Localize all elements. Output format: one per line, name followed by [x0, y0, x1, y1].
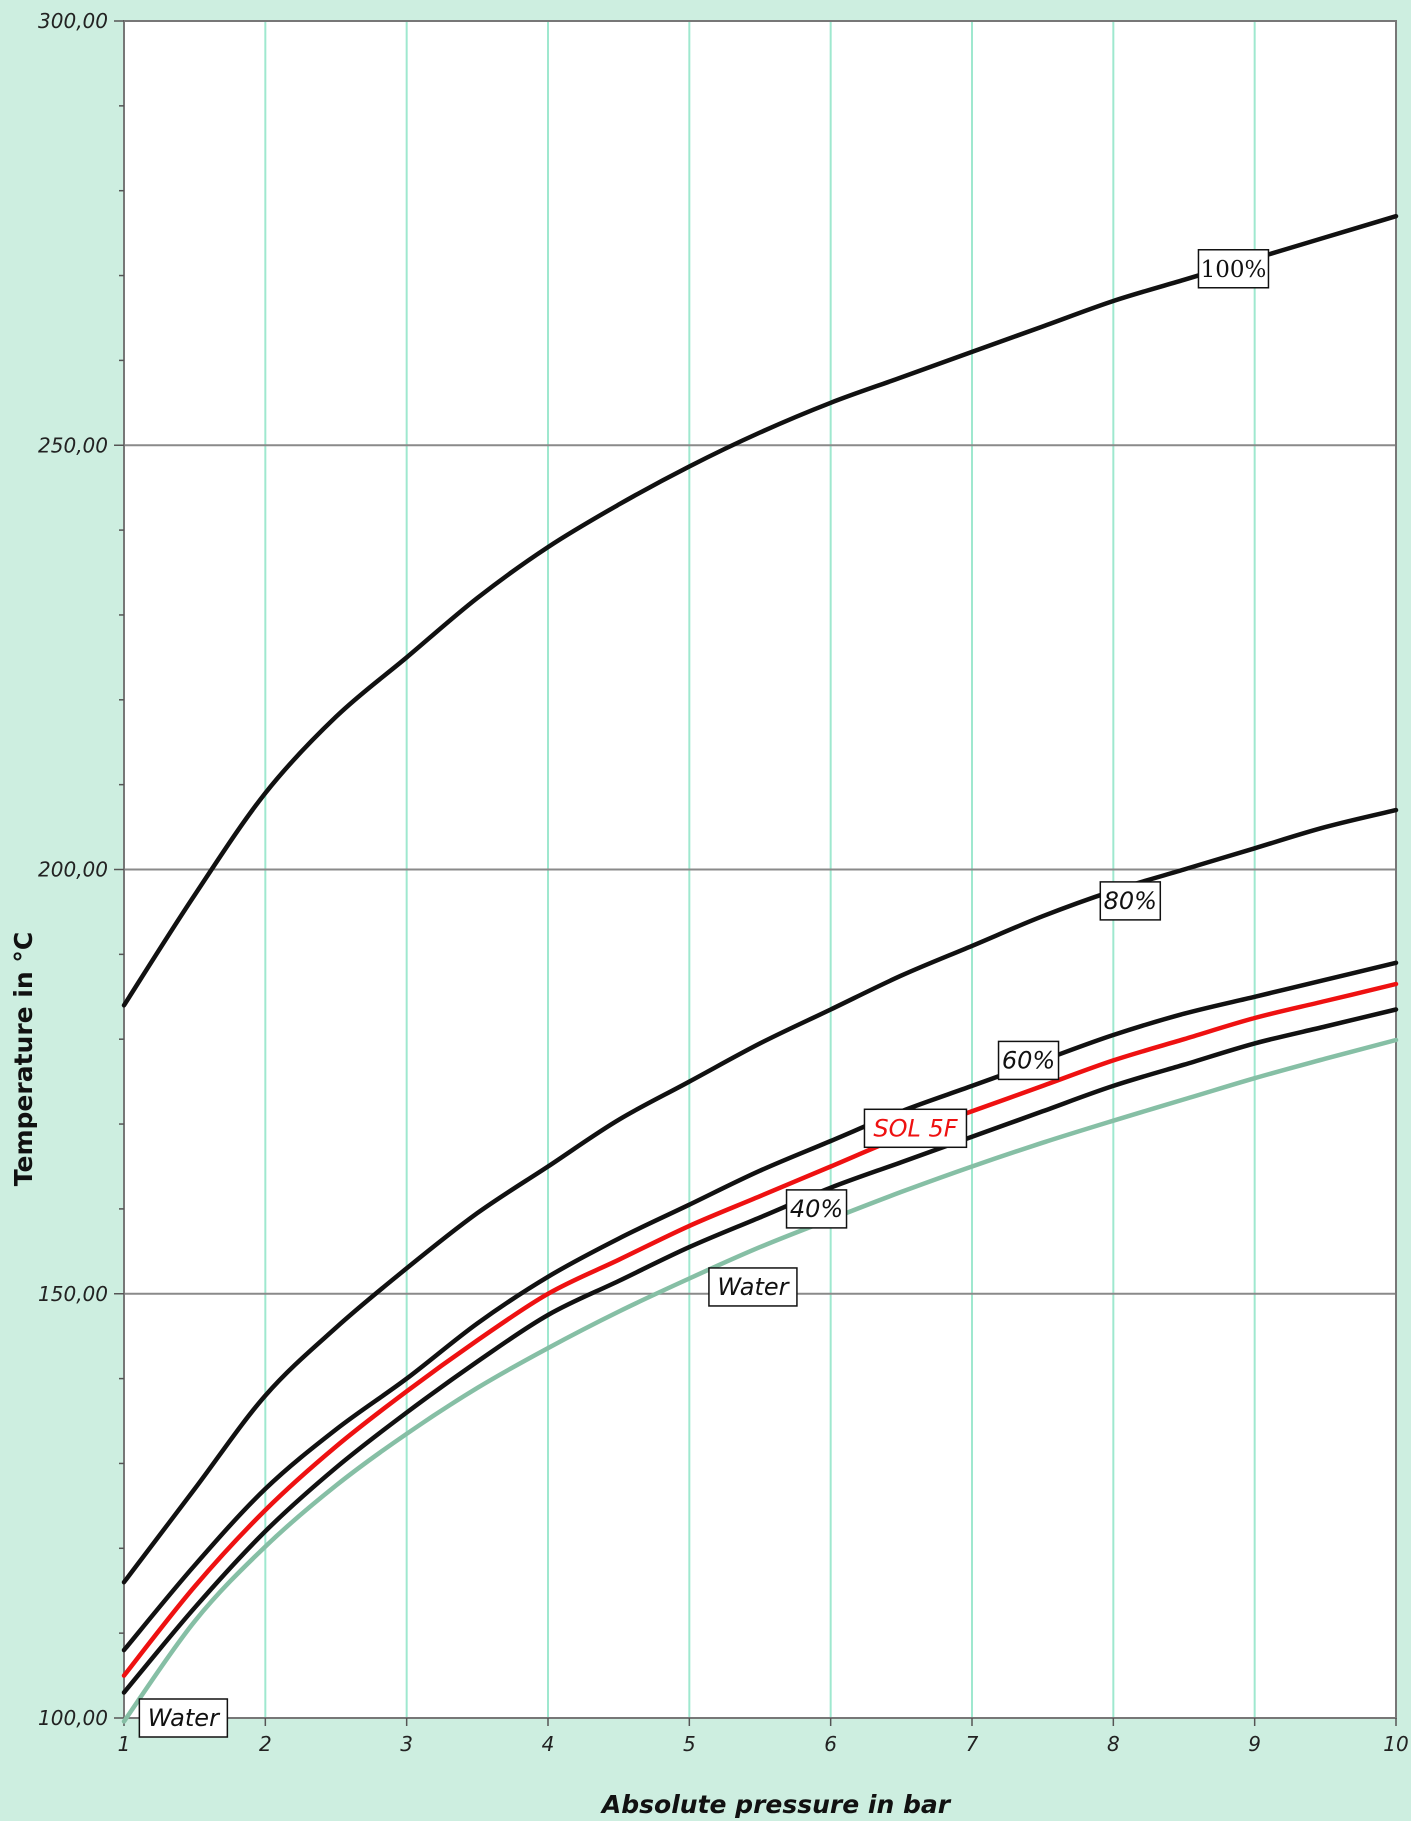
label-water-text: Water: [717, 1273, 790, 1301]
label-100-box: [1197, 249, 1270, 289]
x-tick-label: 4: [542, 1732, 555, 1756]
label-water-start: Water: [138, 1698, 229, 1738]
curve-labels: 100% 80% 60% SOL 5F 40% Water Water: [138, 249, 1270, 1738]
label-100-text: 100%: [1201, 257, 1267, 283]
series-line-sol-5f: [121, 981, 1399, 1678]
series-line-60: [121, 960, 1399, 1653]
label-40-box: [785, 1189, 848, 1229]
label-sol-5f-box: [863, 1108, 968, 1149]
y-tick-label: 150,00: [38, 1282, 108, 1306]
y-tick-label: 300,00: [38, 9, 108, 33]
x-tick-label: 7: [966, 1732, 979, 1756]
label-sol-5f: SOL 5F: [863, 1108, 968, 1149]
series-layer: [121, 213, 1399, 1724]
label-water: Water: [708, 1267, 798, 1307]
series-line-100: [121, 213, 1399, 1008]
label-60-box: [997, 1040, 1060, 1081]
label-60-text: 60%: [1002, 1046, 1055, 1074]
x-tick-label: 2: [259, 1732, 272, 1756]
label-60: 60%: [997, 1040, 1060, 1081]
x-axis-title: Absolute pressure in bar: [600, 1790, 952, 1819]
label-100: 100%: [1197, 249, 1270, 289]
x-tick-label: 10: [1383, 1732, 1408, 1756]
series-line-40: [121, 1007, 1399, 1695]
label-water-box: [708, 1267, 798, 1307]
label-40-text: 40%: [790, 1195, 843, 1223]
x-tick-label: 5: [683, 1732, 696, 1756]
y-tick-label: 250,00: [38, 433, 108, 457]
label-40: 40%: [785, 1189, 848, 1229]
label-water-start-box: [138, 1698, 229, 1738]
x-tick-label: 1: [118, 1732, 131, 1756]
x-tick-label: 9: [1248, 1732, 1261, 1756]
y-tick-label: 200,00: [38, 858, 108, 882]
y-axis-title: Temperature in °C: [9, 932, 38, 1186]
series-line-water: [121, 1037, 1399, 1724]
x-tick-label: 8: [1107, 1732, 1120, 1756]
label-80-text: 80%: [1104, 887, 1157, 915]
x-tick-label: 3: [400, 1732, 413, 1756]
x-tick-label: 6: [824, 1732, 837, 1756]
label-80-box: [1099, 881, 1162, 921]
y-tick-label: 100,00: [38, 1706, 108, 1730]
label-sol-5f-text: SOL 5F: [873, 1114, 958, 1142]
label-water-start-text: Water: [148, 1704, 221, 1732]
series-line-80: [121, 807, 1399, 1585]
label-80: 80%: [1099, 881, 1162, 921]
